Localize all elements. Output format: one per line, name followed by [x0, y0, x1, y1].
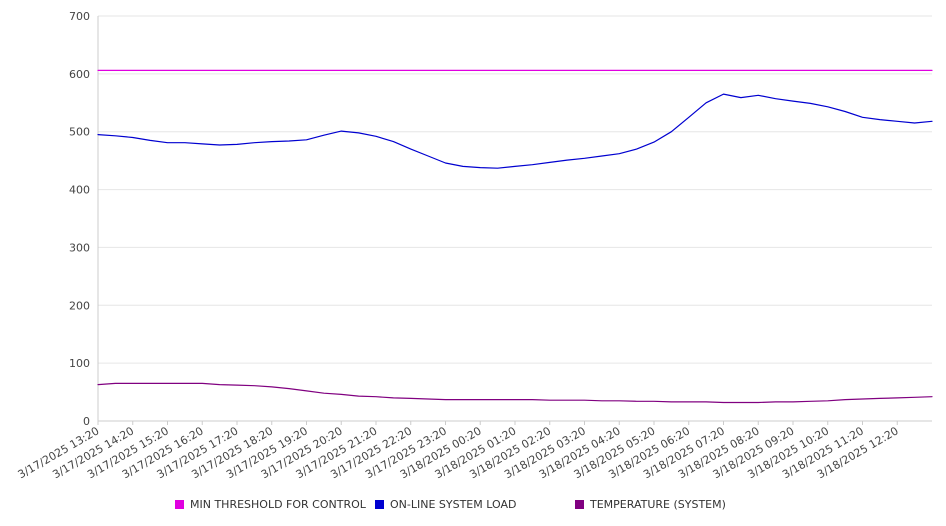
legend-item-min-threshold[interactable]: MIN THRESHOLD FOR CONTROL: [175, 498, 366, 511]
y-tick-label-300: 300: [69, 241, 90, 254]
y-tick-label-600: 600: [69, 68, 90, 81]
legend-label-min-threshold: MIN THRESHOLD FOR CONTROL: [190, 498, 366, 511]
series-line-system-load: [97, 93, 933, 169]
legend-item-temperature[interactable]: TEMPERATURE (SYSTEM): [575, 498, 726, 511]
y-tick-label-500: 500: [69, 126, 90, 139]
legend-swatch-min-threshold: [175, 500, 184, 509]
y-tick-label-200: 200: [69, 299, 90, 312]
legend-swatch-system-load: [375, 500, 384, 509]
legend-label-temperature: TEMPERATURE (SYSTEM): [590, 498, 726, 511]
series-line-temperature: [97, 382, 933, 404]
legend-label-system-load: ON-LINE SYSTEM LOAD: [390, 498, 517, 511]
axes: [97, 16, 932, 425]
y-tick-label-100: 100: [69, 357, 90, 370]
y-tick-label-700: 700: [69, 10, 90, 23]
legend: MIN THRESHOLD FOR CONTROL ON-LINE SYSTEM…: [0, 498, 946, 514]
gridlines: [98, 15, 932, 364]
series-lines: [97, 69, 933, 404]
x-tick-labels: 3/17/2025 13:203/17/2025 14:203/17/2025 …: [16, 424, 901, 481]
legend-item-system-load[interactable]: ON-LINE SYSTEM LOAD: [375, 498, 516, 511]
legend-swatch-temperature: [575, 500, 584, 509]
y-tick-labels: 0 100 200 300 400 500 600 700: [69, 10, 90, 428]
y-tick-label-400: 400: [69, 184, 90, 197]
y-tick-label-0: 0: [83, 415, 90, 428]
